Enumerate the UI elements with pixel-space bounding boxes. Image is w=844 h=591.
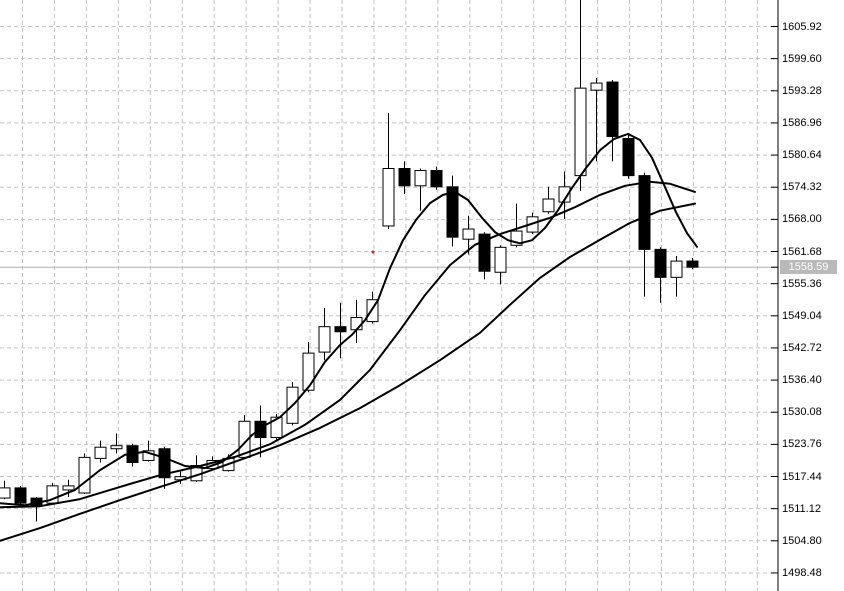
axis-tick-label: 1593.28: [782, 85, 822, 97]
candle-bullish: [382, 168, 395, 227]
candle-bearish: [622, 137, 635, 177]
candle-bearish: [446, 186, 459, 238]
candle-bullish: [558, 186, 571, 203]
candle-bearish: [606, 81, 619, 137]
axis-tick-label: 1580.64: [782, 149, 822, 161]
current-price-tag: 1558.59: [780, 260, 837, 274]
axis-tick-label: 1549.04: [782, 310, 822, 322]
candle-bearish: [334, 326, 347, 333]
candle-bullish: [590, 82, 603, 91]
candle-bullish: [110, 445, 123, 450]
axis-tick-label: 1561.68: [782, 246, 822, 258]
candle-bullish: [0, 487, 11, 499]
candle-bullish: [318, 326, 331, 353]
candle-bullish: [574, 87, 587, 177]
candle-bullish: [494, 246, 507, 273]
candle-bullish: [302, 352, 315, 391]
candle-bullish: [270, 416, 283, 439]
candle-bearish: [158, 448, 171, 479]
candle-bullish: [462, 228, 475, 240]
candle-bullish: [94, 446, 107, 459]
axis-tick-label: 1568.00: [782, 213, 822, 225]
candle-bullish: [542, 198, 555, 213]
candle-bearish: [654, 248, 667, 278]
candle-bullish: [670, 260, 683, 278]
axis-tick-label: 1523.76: [782, 438, 822, 450]
candle-bearish: [398, 168, 411, 187]
axis-tick-label: 1504.80: [782, 535, 822, 547]
axis-tick-label: 1586.96: [782, 117, 822, 129]
candle-bearish: [686, 260, 699, 268]
axis-tick-label: 1517.44: [782, 471, 822, 483]
candle-bullish: [78, 456, 91, 494]
red-marker-dot: [371, 250, 375, 254]
axis-tick-label: 1530.08: [782, 406, 822, 418]
candle-bullish: [366, 299, 379, 323]
axis-tick-label: 1555.36: [782, 278, 822, 290]
candle-bearish: [638, 175, 651, 250]
axis-tick-label: 1542.72: [782, 342, 822, 354]
candle-bullish: [142, 450, 155, 461]
ma-slow-line: [0, 202, 696, 542]
axis-tick-label: 1536.40: [782, 374, 822, 386]
axis-tick-label: 1605.92: [782, 21, 822, 33]
candle-bearish: [14, 487, 27, 504]
candle-bullish: [510, 230, 523, 246]
candle-bullish: [350, 317, 363, 331]
candle-bullish: [62, 485, 75, 491]
axis-tick-label: 1574.32: [782, 181, 822, 193]
ma-fast-line: [0, 132, 698, 507]
candle-bearish: [430, 170, 443, 188]
axis-tick-label: 1511.12: [782, 503, 821, 515]
candle-bearish: [478, 233, 491, 272]
candle-bullish: [414, 170, 427, 187]
axis-tick-label: 1599.60: [782, 53, 822, 65]
axis-tick-label: 1498.48: [782, 567, 822, 579]
ma-medium-line: [0, 180, 696, 509]
